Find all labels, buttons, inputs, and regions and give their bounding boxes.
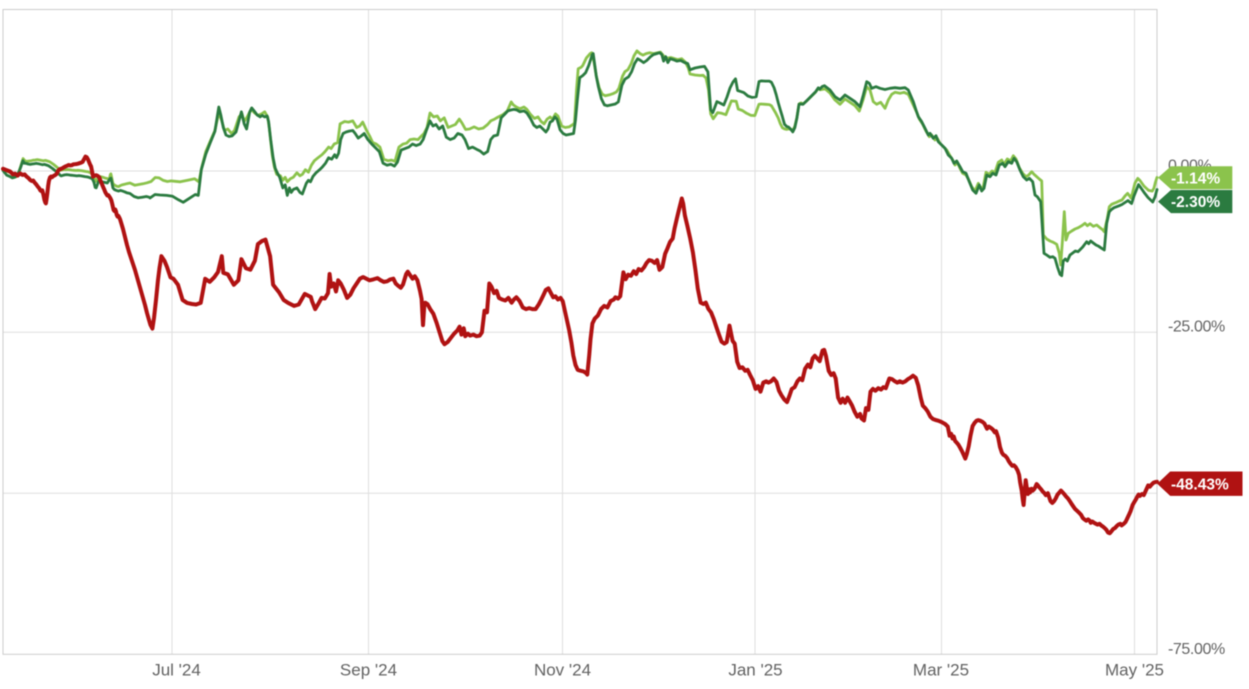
svg-text:May '25: May '25 [1105, 661, 1164, 680]
svg-text:Jul '24: Jul '24 [152, 661, 201, 680]
svg-text:-25.00%: -25.00% [1168, 319, 1225, 336]
svg-text:-2.30%: -2.30% [1171, 194, 1220, 211]
svg-text:-75.00%: -75.00% [1168, 641, 1225, 658]
svg-text:Jan '25: Jan '25 [728, 661, 782, 680]
svg-text:Nov '24: Nov '24 [534, 661, 591, 680]
svg-text:-48.43%: -48.43% [1171, 476, 1229, 493]
svg-text:Mar '25: Mar '25 [913, 661, 969, 680]
svg-text:-1.14%: -1.14% [1171, 170, 1220, 187]
svg-text:Sep '24: Sep '24 [340, 661, 397, 680]
